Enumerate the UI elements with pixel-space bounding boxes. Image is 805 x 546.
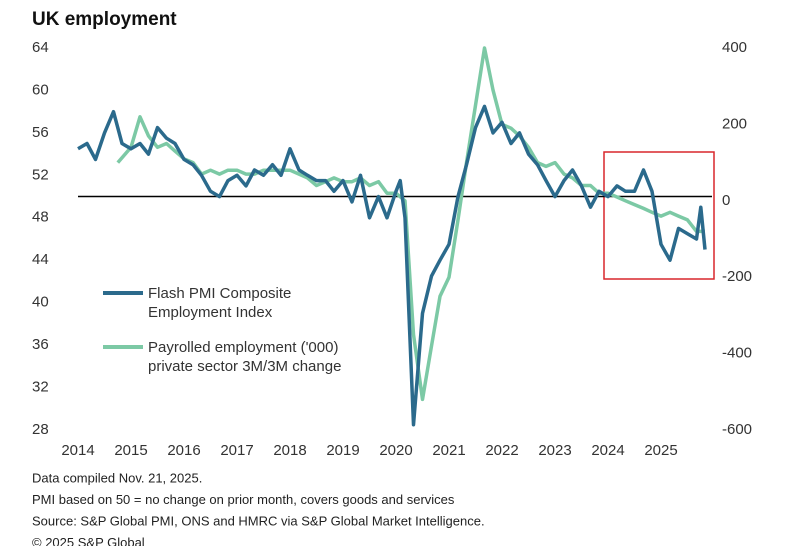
y2-tick-label: -400 xyxy=(722,345,752,362)
y2-tick-label: 400 xyxy=(722,39,747,56)
footnote: Source: S&P Global PMI, ONS and HMRC via… xyxy=(32,513,485,528)
x-tick-label: 2016 xyxy=(167,442,200,459)
x-tick-label: 2015 xyxy=(114,442,147,459)
y-tick-label: 52 xyxy=(32,166,49,183)
y-tick-label: 56 xyxy=(32,124,49,141)
legend-entry: Flash PMI Composite Employment Index xyxy=(148,285,292,321)
y-tick-label: 32 xyxy=(32,379,49,396)
y2-tick-label: 0 xyxy=(722,192,730,209)
y-tick-label: 60 xyxy=(32,81,49,98)
chart-title: UK employment xyxy=(32,9,177,30)
y-tick-label: 48 xyxy=(32,209,49,226)
x-tick-label: 2023 xyxy=(538,442,571,459)
y-tick-label: 40 xyxy=(32,294,49,311)
y2-tick-label: 200 xyxy=(722,115,747,132)
x-tick-label: 2025 xyxy=(644,442,677,459)
footnote: © 2025 S&P Global xyxy=(32,535,145,546)
x-tick-label: 2022 xyxy=(485,442,518,459)
footnote: PMI based on 50 = no change on prior mon… xyxy=(32,492,455,507)
y2-tick-label: -600 xyxy=(722,421,752,438)
y-tick-label: 28 xyxy=(32,421,49,438)
highlight-box xyxy=(603,151,715,280)
x-tick-label: 2024 xyxy=(591,442,624,459)
y2-tick-label: -200 xyxy=(722,268,752,285)
x-tick-label: 2018 xyxy=(273,442,306,459)
footnote: Data compiled Nov. 21, 2025. xyxy=(32,470,202,485)
y-tick-label: 64 xyxy=(32,39,49,56)
legend-entry: Payrolled employment ('000) private sect… xyxy=(148,339,342,375)
y-tick-label: 36 xyxy=(32,336,49,353)
x-tick-label: 2020 xyxy=(379,442,412,459)
x-tick-label: 2014 xyxy=(61,442,94,459)
series-line xyxy=(77,104,707,427)
series-line xyxy=(116,46,705,402)
x-tick-label: 2019 xyxy=(326,442,359,459)
x-tick-label: 2017 xyxy=(220,442,253,459)
y-tick-label: 44 xyxy=(32,251,49,268)
x-tick-label: 2021 xyxy=(432,442,465,459)
